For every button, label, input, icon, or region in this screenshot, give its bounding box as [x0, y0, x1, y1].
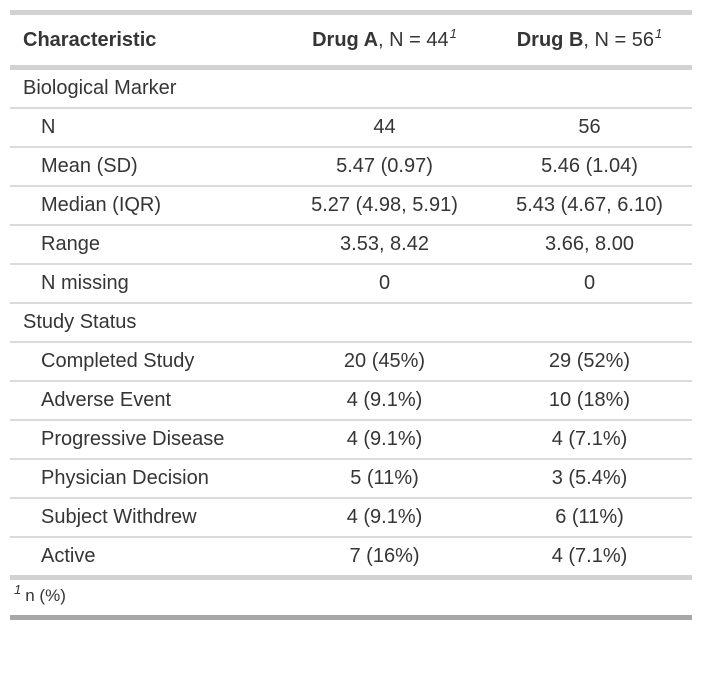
row-label: N missing	[10, 263, 282, 303]
table-row: N missing 0 0	[10, 263, 692, 303]
table-row: Biological Marker	[10, 68, 692, 109]
table-row: Median (IQR) 5.27 (4.98, 5.91) 5.43 (4.6…	[10, 185, 692, 225]
row-label: Physician Decision	[10, 458, 282, 498]
table-row: Adverse Event 4 (9.1%) 10 (18%)	[10, 380, 692, 420]
drug-b-value: 4 (7.1%)	[487, 536, 692, 580]
drug-a-value	[282, 68, 487, 109]
drug-a-value: 4 (9.1%)	[282, 380, 487, 420]
drug-b-value: 10 (18%)	[487, 380, 692, 420]
drug-b-value: 5.46 (1.04)	[487, 146, 692, 186]
column-header-characteristic: Characteristic	[10, 12, 282, 70]
table-row: Mean (SD) 5.47 (0.97) 5.46 (1.04)	[10, 146, 692, 186]
row-label: Subject Withdrew	[10, 497, 282, 537]
drug-b-value: 3 (5.4%)	[487, 458, 692, 498]
drug-a-value: 3.53, 8.42	[282, 224, 487, 264]
drug-a-value: 5.47 (0.97)	[282, 146, 487, 186]
summary-table: Characteristic Drug A, N = 441 Drug B, N…	[10, 10, 692, 620]
table-row: Progressive Disease 4 (9.1%) 4 (7.1%)	[10, 419, 692, 459]
table-row: N 44 56	[10, 107, 692, 147]
row-label: Active	[10, 536, 282, 580]
drug-b-value: 0	[487, 263, 692, 303]
drug-a-value: 0	[282, 263, 487, 303]
column-header-drug-b: Drug B, N = 561	[487, 12, 692, 70]
drug-a-value: 20 (45%)	[282, 341, 487, 381]
drug-a-name: Drug A	[312, 29, 379, 51]
drug-b-value	[487, 302, 692, 342]
drug-b-value: 4 (7.1%)	[487, 419, 692, 459]
row-label: Completed Study	[10, 341, 282, 381]
drug-b-value: 5.43 (4.67, 6.10)	[487, 185, 692, 225]
drug-a-value: 5.27 (4.98, 5.91)	[282, 185, 487, 225]
row-label: N	[10, 107, 282, 147]
drug-a-value: 44	[282, 107, 487, 147]
drug-b-value: 29 (52%)	[487, 341, 692, 381]
table-row: Subject Withdrew 4 (9.1%) 6 (11%)	[10, 497, 692, 537]
drug-a-value: 4 (9.1%)	[282, 419, 487, 459]
drug-a-n: , N = 44	[378, 29, 449, 51]
table-body: Biological Marker N 44 56 Mean (SD) 5.47…	[10, 68, 692, 580]
drug-b-value: 3.66, 8.00	[487, 224, 692, 264]
footnote-mark: 1	[655, 26, 663, 42]
row-label: Adverse Event	[10, 380, 282, 420]
header-row: Characteristic Drug A, N = 441 Drug B, N…	[10, 12, 692, 70]
drug-b-value: 6 (11%)	[487, 497, 692, 537]
drug-a-value: 4 (9.1%)	[282, 497, 487, 537]
drug-b-value	[487, 68, 692, 109]
column-header-drug-a: Drug A, N = 441	[282, 12, 487, 70]
drug-a-value	[282, 302, 487, 342]
drug-b-value: 56	[487, 107, 692, 147]
row-label: Biological Marker	[23, 77, 177, 99]
table-header: Characteristic Drug A, N = 441 Drug B, N…	[10, 12, 692, 70]
table-row: Range 3.53, 8.42 3.66, 8.00	[10, 224, 692, 264]
drug-a-value: 7 (16%)	[282, 536, 487, 580]
drug-a-value: 5 (11%)	[282, 458, 487, 498]
row-label: Range	[10, 224, 282, 264]
row-label: Mean (SD)	[10, 146, 282, 186]
drug-b-n: , N = 56	[583, 29, 655, 51]
drug-b-name: Drug B	[516, 29, 584, 51]
footnote-mark: 1	[14, 582, 22, 598]
summary-table-container: Characteristic Drug A, N = 441 Drug B, N…	[10, 10, 692, 620]
footnote-mark: 1	[449, 26, 457, 42]
row-label: Progressive Disease	[10, 419, 282, 459]
table-row: Active 7 (16%) 4 (7.1%)	[10, 536, 692, 580]
table-row: Study Status	[10, 302, 692, 342]
footnote-text: n (%)	[25, 586, 66, 605]
row-label: Median (IQR)	[10, 185, 282, 225]
table-row: Completed Study 20 (45%) 29 (52%)	[10, 341, 692, 381]
row-label: Study Status	[10, 302, 282, 342]
table-row: Physician Decision 5 (11%) 3 (5.4%)	[10, 458, 692, 498]
